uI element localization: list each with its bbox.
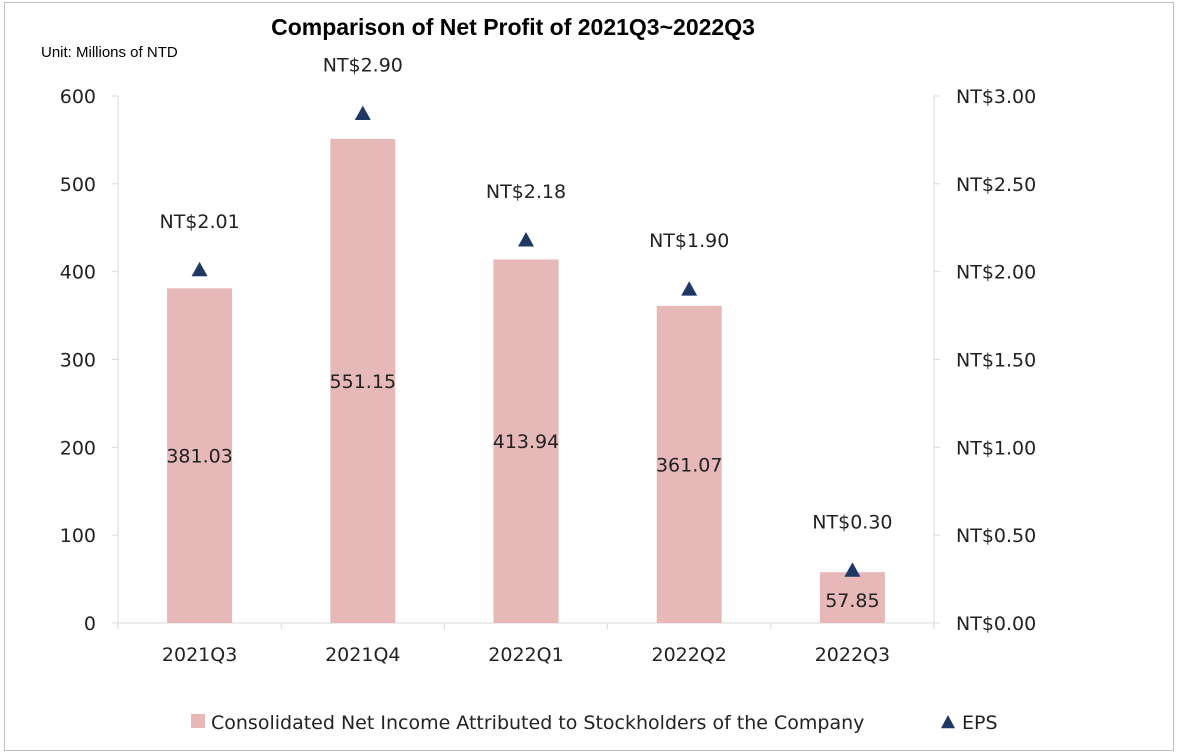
eps-marker [191,261,208,277]
y-right-tick-label: NT$0.00 [956,613,1036,635]
bar-value-label: 57.85 [825,590,879,612]
eps-marker [354,105,371,120]
y-left-tick-label: 400 [60,262,96,284]
bar-net-income [819,572,885,623]
eps-value-label: NT$2.18 [486,181,566,203]
chart-frame: Comparison of Net Profit of 2021Q3~2022Q… [4,2,1174,751]
bar-net-income [493,259,559,623]
y-left-tick-label: 300 [60,350,96,372]
y-left-tick-label: 600 [60,86,96,108]
x-tick-label: 2022Q2 [651,644,726,666]
x-tick-label: 2021Q3 [162,644,237,666]
y-right-tick-label: NT$2.00 [956,262,1036,284]
eps-marker [518,232,534,247]
y-right-tick-label: NT$1.00 [956,437,1036,459]
legend-swatch-net-income [191,714,205,728]
eps-marker [681,281,698,296]
legend-label-net-income: Consolidated Net Income Attributed to St… [211,712,864,734]
y-left-tick-label: 500 [60,174,96,196]
bar-net-income [167,288,233,623]
y-right-tick-label: NT$0.50 [956,525,1036,547]
legend-marker-eps [941,715,955,729]
unit-note: Unit: Millions of NTD [41,44,178,61]
x-tick-label: 2022Q3 [815,644,890,666]
y-left-tick-label: 200 [60,437,96,459]
plot-area: 0 100 200 300 400 500 600 NT$0.00 NT$0.50 NT$1.00… [60,55,1036,666]
eps-value-label: NT$1.90 [649,230,729,252]
y-left-tick-label: 100 [60,525,96,547]
chart-title: Comparison of Net Profit of 2021Q3~2022Q… [271,14,755,40]
eps-marker [844,562,861,577]
x-tick-label: 2022Q1 [488,644,563,666]
bar-value-label: 551.15 [330,371,396,393]
legend: Consolidated Net Income Attributed to St… [191,712,998,734]
bar-net-income [656,305,722,623]
legend-label-eps: EPS [962,712,998,734]
y-right-tick-label: NT$2.50 [956,174,1036,196]
y-left-tick-label: 0 [84,613,96,635]
bar-value-label: 361.07 [656,454,722,476]
eps-value-label: NT$0.30 [812,511,892,533]
eps-value-label: NT$2.90 [323,55,403,77]
y-right-tick-label: NT$1.50 [956,350,1036,372]
y-right-tick-label: NT$3.00 [956,86,1036,108]
bar-value-label: 413.94 [493,431,559,453]
eps-value-label: NT$2.01 [159,211,239,233]
net-profit-chart: Comparison of Net Profit of 2021Q3~2022Q… [41,14,1036,734]
bar-value-label: 381.03 [166,446,232,468]
bar-net-income [330,138,396,623]
x-tick-label: 2021Q4 [325,644,400,666]
